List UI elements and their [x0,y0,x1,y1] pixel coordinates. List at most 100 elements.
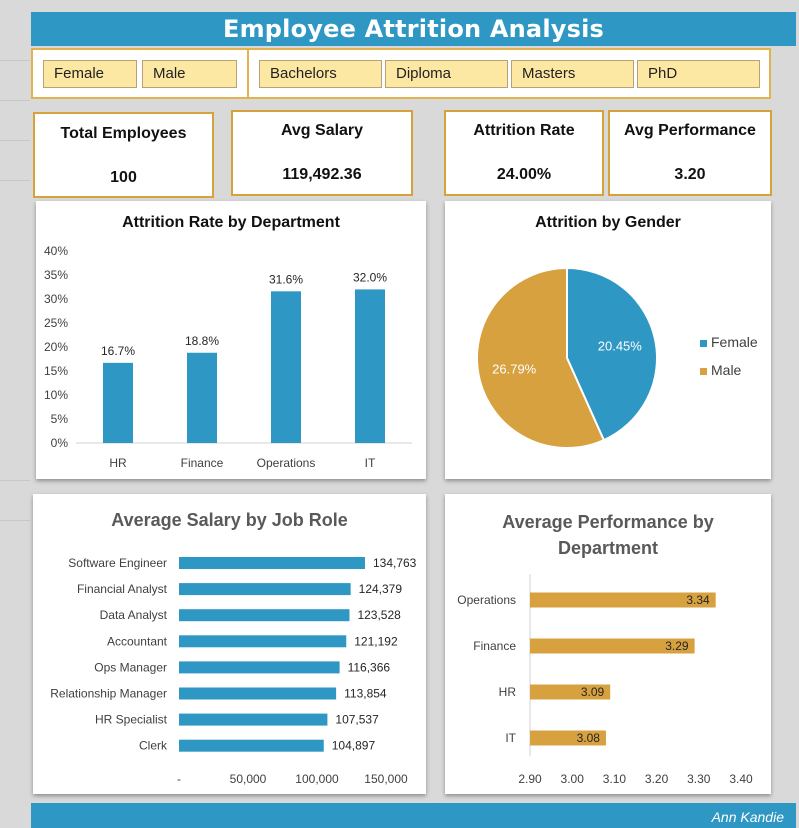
data-label: 31.6% [269,272,303,286]
y-tick-label: 15% [44,364,68,378]
y-tick-label: Financial Analyst [77,582,168,596]
sheet-gridline [0,180,30,181]
x-tick-label: HR [109,456,127,470]
data-label: 3.29 [665,639,689,653]
sheet-gridline [0,100,30,101]
y-tick-label: 30% [44,292,68,306]
slicer-chip-female[interactable]: Female [43,60,137,88]
slicer-chip-diploma[interactable]: Diploma [385,60,508,88]
data-label: 123,528 [357,608,401,622]
y-tick-label: HR [499,685,517,699]
chart-title: Average Performance by Department [502,512,714,558]
kpi-avg-performance: Avg Performance 3.20 [608,110,772,196]
y-tick-label: Clerk [139,739,168,753]
salary-by-role-chart: Software Engineer 134,763 Financial Analys… [50,556,417,786]
bar [530,592,716,608]
gender-slicer[interactable]: Female Male [31,48,249,99]
legend-swatch [700,340,707,347]
kpi-value: 3.20 [674,166,706,183]
chart-title: Attrition by Gender [535,214,681,231]
x-tick-label: 3.10 [603,772,627,786]
x-tick-label: Operations [257,456,316,470]
kpi-value: 24.00% [496,166,552,183]
y-tick-label: 40% [44,244,68,258]
sheet-gridline [0,480,30,481]
bar [179,557,365,569]
y-tick-label: Software Engineer [68,556,167,570]
data-label: 3.34 [686,593,710,607]
data-label: 116,366 [348,660,391,674]
y-tick-label: 25% [44,316,68,330]
y-tick-label: 35% [44,268,68,282]
bar [179,635,347,648]
y-tick-label: 0% [51,436,69,450]
x-tick-label: 50,000 [230,772,267,786]
attrition-by-gender-chart: 20.45% 26.79% Female Male [476,266,758,449]
data-label: 32.0% [353,270,387,284]
bar [179,661,340,674]
pie-slice [476,266,606,449]
bar [103,362,133,443]
y-tick-label: Accountant [107,634,168,648]
footer-bar: Ann Kandie [31,803,796,828]
data-label: 104,897 [332,739,376,753]
slicer-chip-phd[interactable]: PhD [637,60,760,88]
legend-label: Male [711,362,742,378]
x-tick-label: 2.90 [518,772,542,786]
sheet-gridline [0,140,30,141]
data-label: 3.08 [577,731,601,745]
data-label: 121,192 [354,634,398,648]
data-label: 124,379 [359,582,403,596]
bar [271,291,301,443]
data-label: 18.8% [185,334,219,348]
x-tick-label: 150,000 [364,772,408,786]
salary-by-role-panel: Average Salary by Job Role Software Engi… [33,494,426,794]
data-label: 16.7% [101,344,135,358]
attrition-by-gender-panel: Attrition by Gender 20.45% 26.79% Female Ma… [445,201,771,479]
y-tick-label: Operations [457,593,516,607]
chart-title: Average Salary by Job Role [111,510,348,530]
x-tick-label: 3.20 [645,772,669,786]
data-label: 26.79% [492,361,537,376]
slicer-chip-masters[interactable]: Masters [511,60,634,88]
y-tick-label: Ops Manager [94,660,167,674]
bar [355,289,385,443]
x-tick-label: Finance [181,456,224,470]
kpi-total-employees: Total Employees 100 [33,112,214,198]
bar [179,739,324,752]
performance-by-department-chart: Operations 3.34 Finance 3.29 HR 3.09 IT 3.08 2.9… [457,574,753,786]
y-tick-label: Data Analyst [100,608,168,622]
kpi-value: 119,492.36 [282,166,362,183]
sheet-gridline [0,60,30,61]
attrition-by-department-chart: 0% 5% 10% 15% 20% 25% 30% 35% 40% 16.7% HR 18.8% Fin… [44,244,412,470]
bar [530,638,695,654]
attrition-by-department-panel: Attrition Rate by Department 0% 5% 10% 15% 2… [36,201,426,479]
data-label: 3.09 [581,685,605,699]
y-tick-label: HR Specialist [95,713,168,727]
kpi-label: Avg Performance [624,122,756,139]
x-tick-label: 3.30 [687,772,711,786]
slicer-chip-bachelors[interactable]: Bachelors [259,60,382,88]
x-tick-label: 3.00 [561,772,585,786]
data-label: 20.45% [598,339,643,354]
sheet-gridline [0,520,30,521]
y-tick-label: Relationship Manager [50,687,167,701]
x-tick-label: - [177,772,181,786]
y-tick-label: 20% [44,340,68,354]
dashboard-title: Employee Attrition Analysis [31,12,796,46]
slicer-chip-male[interactable]: Male [142,60,237,88]
kpi-label: Avg Salary [280,122,364,139]
author-credit: Ann Kandie [711,809,784,825]
data-label: 113,854 [344,687,387,701]
kpi-label: Attrition Rate [473,122,575,139]
x-tick-label: 3.40 [729,772,753,786]
y-tick-label: 5% [51,412,69,426]
y-tick-label: 10% [44,388,68,402]
bar [179,687,337,700]
y-tick-label: Finance [473,639,516,653]
education-slicer[interactable]: Bachelors Diploma Masters PhD [247,48,771,99]
y-tick-label: IT [505,731,516,745]
data-label: 134,763 [373,556,417,570]
legend-label: Female [711,334,758,350]
kpi-label: Total Employees [60,125,187,142]
